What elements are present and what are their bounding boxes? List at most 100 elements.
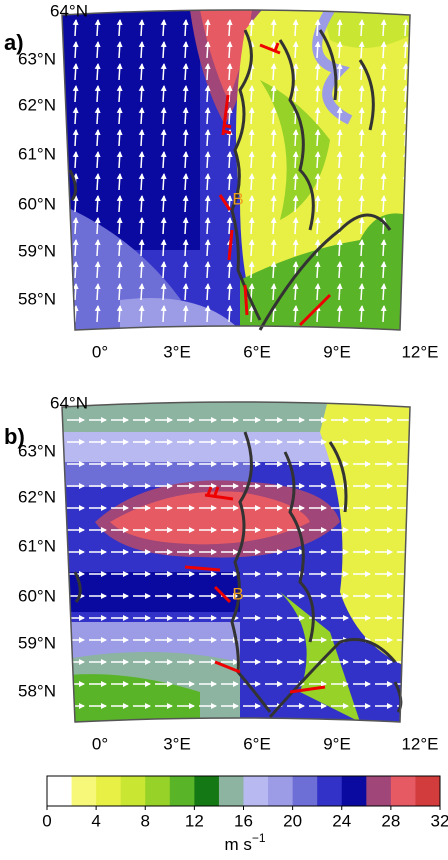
wind-arrow: [182, 173, 189, 191]
wind-arrow: [358, 107, 365, 125]
wind-arrow: [138, 107, 145, 125]
wind-arrow: [314, 107, 321, 125]
wind-arrow: [116, 239, 123, 257]
lat-label: 64°N: [50, 393, 88, 412]
wind-arrow: [182, 151, 189, 169]
lat-label: 62°N: [18, 487, 56, 506]
wind-arrow: [226, 85, 233, 103]
wind-arrow: [314, 63, 321, 81]
lat-label: 62°N: [18, 95, 56, 114]
wind-arrow: [72, 261, 79, 279]
wind-arrow: [402, 217, 409, 235]
colorbar-bin: [243, 776, 269, 806]
wind-arrow: [204, 85, 211, 103]
wind-arrow: [160, 19, 167, 37]
wind-arrow: [116, 305, 123, 323]
lon-label: 9°E: [323, 734, 351, 753]
wind-arrow: [72, 129, 79, 147]
wind-arrow: [336, 261, 343, 279]
lon-label: 3°E: [163, 342, 191, 361]
wind-arrow: [160, 239, 167, 257]
wind-arrow: [72, 195, 79, 213]
wind-arrow: [138, 173, 145, 191]
panel-a: a) B 64°N 63°N 62°N 61°N 60°N 59°N 58°N 0° 3°E 6°…: [4, 1, 439, 361]
wind-arrow: [248, 217, 255, 235]
wind-arrow: [292, 217, 299, 235]
colorbar-tick-label: 24: [332, 811, 351, 830]
site-marker: B: [232, 189, 243, 208]
wind-arrow: [270, 63, 277, 81]
wind-arrow: [72, 41, 79, 59]
wind-arrow: [292, 151, 299, 169]
wind-arrow: [270, 239, 277, 257]
wind-arrow: [182, 305, 189, 323]
lat-label: 64°N: [50, 1, 88, 20]
wind-arrow: [380, 107, 387, 125]
colorbar-bin: [390, 776, 416, 806]
wind-arrow: [138, 261, 145, 279]
wind-arrow: [270, 107, 277, 125]
wind-arrow: [336, 19, 343, 37]
wind-arrow: [270, 195, 277, 213]
wind-arrow: [160, 261, 167, 279]
wind-arrow: [314, 85, 321, 103]
wind-arrow: [204, 305, 211, 323]
wind-arrow: [72, 85, 79, 103]
lon-label: 6°E: [243, 342, 271, 361]
wind-arrow: [160, 63, 167, 81]
wind-arrow: [358, 217, 365, 235]
coastline: [73, 431, 403, 718]
wind-arrow: [358, 151, 365, 169]
wind-arrow: [270, 217, 277, 235]
panel-label: a): [4, 30, 24, 55]
lat-label: 61°N: [18, 536, 56, 555]
wind-arrow: [138, 195, 145, 213]
wind-arrow: [160, 129, 167, 147]
site-marker: B: [232, 584, 243, 603]
wind-arrow: [138, 19, 145, 37]
wind-arrow: [336, 41, 343, 59]
wind-arrow: [292, 129, 299, 147]
wind-arrow: [380, 261, 387, 279]
wind-arrow: [358, 195, 365, 213]
wind-arrow: [314, 261, 321, 279]
wind-arrow: [204, 107, 211, 125]
wind-arrow: [336, 283, 343, 301]
colorbar-tick-label: 20: [283, 811, 302, 830]
wind-arrow: [380, 19, 387, 37]
wind-arrow: [160, 41, 167, 59]
wind-arrow: [402, 63, 409, 81]
wind-arrow: [116, 217, 123, 235]
wind-arrow: [182, 195, 189, 213]
colorbar-tick-label: 0: [42, 811, 51, 830]
wind-arrow: [358, 85, 365, 103]
wind-arrow: [248, 85, 255, 103]
colorbar-bin: [218, 776, 244, 806]
wind-arrow: [94, 217, 101, 235]
colorbar-tick-label: 8: [141, 811, 150, 830]
wind-arrow: [358, 129, 365, 147]
wind-arrow: [204, 151, 211, 169]
wind-arrow: [336, 63, 343, 81]
colorbar-bin: [366, 776, 392, 806]
wind-arrow: [116, 41, 123, 59]
wind-arrow: [204, 283, 211, 301]
wind-arrow: [226, 107, 233, 125]
wind-arrow: [314, 41, 321, 59]
wind-arrow: [402, 283, 409, 301]
wind-arrow: [160, 173, 167, 191]
panel-label: b): [4, 424, 25, 449]
wind-arrow: [116, 129, 123, 147]
wind-arrow: [72, 107, 79, 125]
wind-arrow: [402, 85, 409, 103]
lat-label: 63°N: [18, 441, 56, 460]
wind-arrow: [182, 85, 189, 103]
wind-arrow: [314, 173, 321, 191]
wind-arrow: [204, 41, 211, 59]
wind-arrow: [314, 217, 321, 235]
wind-arrow: [248, 107, 255, 125]
lat-label: 59°N: [18, 241, 56, 260]
wind-arrow: [204, 261, 211, 279]
colorbar-bin: [415, 776, 441, 806]
